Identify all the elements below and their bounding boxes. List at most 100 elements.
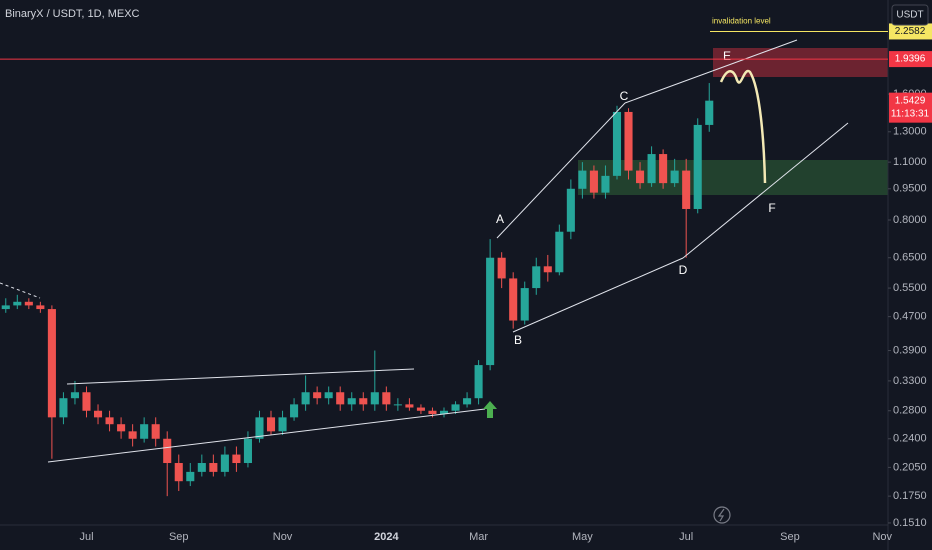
- candle-body: [532, 266, 541, 289]
- y-tick-label: 0.2050: [893, 461, 927, 473]
- wave-label: C: [620, 89, 629, 103]
- candle-body: [24, 301, 33, 306]
- currency-label[interactable]: USDT: [896, 10, 923, 21]
- x-tick-label: Nov: [273, 531, 293, 543]
- trend-line: [66, 368, 415, 385]
- candle-body: [82, 392, 91, 411]
- candle-body: [209, 463, 218, 472]
- candle-body: [439, 410, 449, 415]
- candle-body: [543, 266, 552, 273]
- channel-line: [496, 102, 626, 239]
- candle-body: [382, 392, 391, 405]
- y-tick-label: 0.5500: [893, 282, 927, 294]
- candle-body: [47, 309, 56, 418]
- candle-body: [474, 365, 483, 399]
- replay-icon[interactable]: [713, 506, 731, 524]
- candle-body: [659, 154, 668, 184]
- candle-body: [140, 424, 149, 439]
- candle-body: [463, 398, 472, 405]
- buy-arrow: [483, 401, 497, 418]
- wave-label: E: [723, 49, 731, 63]
- candle-body: [13, 301, 22, 306]
- candle-body: [370, 392, 379, 405]
- candle-body: [243, 438, 252, 464]
- y-tick-label: 0.3300: [893, 375, 927, 387]
- price-label: 2.2582: [895, 26, 926, 37]
- wave-label: D: [679, 263, 688, 277]
- candle-body: [163, 438, 172, 464]
- candle-body: [301, 392, 310, 405]
- x-tick-label: Sep: [780, 531, 800, 543]
- x-tick-label: 2024: [374, 531, 399, 543]
- x-tick-label: Jul: [679, 531, 693, 543]
- y-tick-label: 0.8000: [893, 214, 927, 226]
- channel-line: [682, 122, 849, 259]
- y-tick-label: 0.4700: [893, 311, 927, 323]
- y-tick-label: 0.2800: [893, 405, 927, 417]
- candle-body: [416, 407, 425, 411]
- candle-body: [266, 417, 276, 432]
- price-label: 1.9396: [895, 54, 926, 65]
- candle-body: [601, 175, 610, 193]
- projection-path: [719, 69, 767, 184]
- trend-line: [47, 408, 486, 463]
- candle-body: [278, 417, 287, 432]
- candle-body: [393, 404, 402, 406]
- candle-body: [405, 404, 414, 408]
- candle-body: [93, 410, 103, 418]
- countdown: 11:13:31: [891, 108, 930, 119]
- price-label-box: [889, 51, 932, 68]
- candle-body: [197, 463, 206, 472]
- candle-body: [509, 278, 518, 321]
- currency-button[interactable]: [891, 4, 929, 26]
- candle-body: [670, 170, 679, 184]
- candle-body: [117, 424, 126, 432]
- channel-line: [512, 257, 684, 333]
- candle-body: [682, 170, 691, 209]
- candle-body: [428, 410, 437, 415]
- y-tick-label: 0.3900: [893, 344, 927, 356]
- y-tick-label: 1.1000: [893, 156, 927, 168]
- candle-body: [290, 404, 299, 418]
- y-tick-label: 0.2400: [893, 433, 927, 445]
- candle-body: [347, 398, 356, 405]
- candle-body: [70, 392, 79, 399]
- wave-label: B: [514, 333, 522, 347]
- candle-body: [174, 463, 183, 482]
- candle-body: [636, 170, 645, 184]
- candle-body: [105, 417, 114, 425]
- x-tick-label: Nov: [872, 531, 892, 543]
- x-tick-label: May: [572, 531, 593, 543]
- y-tick-label: 1.3000: [893, 126, 927, 138]
- candle-body: [359, 398, 368, 405]
- candle-body: [612, 111, 622, 176]
- candle-body: [705, 100, 714, 125]
- candle-body: [647, 154, 656, 184]
- candle-body: [520, 288, 529, 321]
- resistance-zone: [713, 48, 888, 77]
- x-tick-label: Jul: [79, 531, 93, 543]
- candle-body: [220, 454, 229, 472]
- candle-body: [451, 404, 460, 411]
- price-label-box: [889, 23, 932, 40]
- candle-body: [128, 431, 137, 439]
- x-tick-label: Sep: [169, 531, 189, 543]
- candle-body: [1, 305, 10, 310]
- drawings: [0, 39, 849, 463]
- y-tick-label: 0.9500: [893, 183, 927, 195]
- candle-body: [36, 305, 45, 310]
- y-tick-label: 0.6500: [893, 252, 927, 264]
- candle-body: [589, 170, 598, 193]
- wave-label: A: [496, 212, 504, 226]
- level-name: invalidation level: [712, 17, 771, 26]
- last-price: 1.5429: [895, 95, 926, 106]
- candle-body: [313, 392, 322, 399]
- candle-body: [693, 124, 702, 209]
- candle-body: [255, 417, 264, 439]
- candle-body: [497, 257, 506, 279]
- price-axis: [888, 0, 932, 550]
- y-tick-label: 0.1510: [893, 517, 927, 529]
- candle-body: [336, 392, 345, 405]
